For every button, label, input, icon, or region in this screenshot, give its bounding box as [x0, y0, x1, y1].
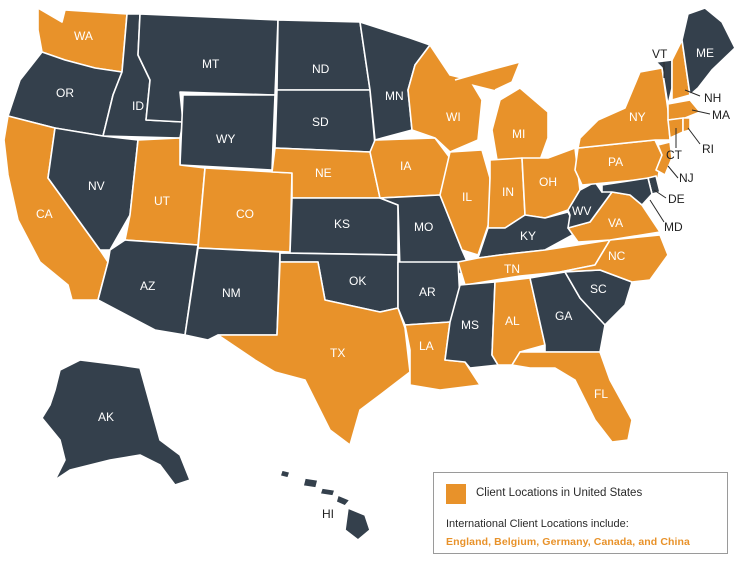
label-WV: WV: [572, 204, 591, 218]
map-legend: Client Locations in United States Intern…: [433, 472, 728, 554]
state-MD: [601, 177, 653, 206]
label-FL: FL: [594, 387, 608, 401]
label-NV: NV: [88, 179, 105, 193]
label-WY: WY: [216, 132, 235, 146]
state-TX: [217, 261, 411, 446]
legend-international-label: International Client Locations include:: [446, 518, 629, 530]
state-HI: [279, 469, 371, 541]
ne-leader-lines: [649, 62, 711, 223]
label-CA: CA: [36, 207, 53, 221]
label-PA: PA: [608, 155, 623, 169]
label-VT: VT: [652, 47, 668, 61]
label-DE: DE: [668, 192, 685, 206]
label-AR: AR: [419, 285, 436, 299]
label-IA: IA: [400, 159, 411, 173]
label-MO: MO: [414, 220, 433, 234]
label-NJ: NJ: [679, 171, 694, 185]
label-NH: NH: [704, 91, 721, 105]
label-OR: OR: [56, 86, 74, 100]
state-FL: [511, 351, 633, 443]
label-WI: WI: [446, 110, 461, 124]
label-MN: MN: [385, 89, 404, 103]
label-AL: AL: [505, 314, 520, 328]
label-NE: NE: [315, 166, 332, 180]
label-TX: TX: [330, 346, 345, 360]
label-OK: OK: [349, 274, 366, 288]
label-SC: SC: [590, 282, 607, 296]
label-KY: KY: [520, 229, 536, 243]
label-OH: OH: [539, 175, 557, 189]
label-UT: UT: [154, 194, 171, 208]
label-RI: RI: [702, 142, 714, 156]
label-WA: WA: [74, 29, 93, 43]
label-NY: NY: [629, 110, 646, 124]
label-LA: LA: [419, 339, 434, 353]
label-CT: CT: [666, 148, 683, 162]
state-WI: [407, 44, 483, 153]
label-CO: CO: [236, 207, 254, 221]
label-ID: ID: [132, 99, 144, 113]
state-NH: [671, 39, 691, 101]
label-KS: KS: [334, 217, 350, 231]
label-AK: AK: [98, 410, 114, 424]
label-MI: MI: [512, 127, 525, 141]
label-ND: ND: [312, 62, 330, 76]
label-GA: GA: [555, 309, 572, 323]
label-MT: MT: [202, 57, 220, 71]
label-NM: NM: [222, 286, 241, 300]
label-IN: IN: [502, 185, 514, 199]
state-ND: [276, 19, 371, 91]
state-labels: WA OR CA ID NV MT WY UT AZ CO NM ND SD N…: [36, 29, 730, 521]
label-AZ: AZ: [140, 279, 155, 293]
label-MS: MS: [461, 318, 479, 332]
state-MA: [667, 99, 701, 121]
state-VT: [655, 59, 673, 106]
label-SD: SD: [312, 115, 329, 129]
label-VA: VA: [608, 216, 623, 230]
state-AK: [41, 359, 191, 486]
state-NC: [559, 234, 669, 283]
legend-international-countries: England, Belgium, Germany, Canada, and C…: [446, 536, 690, 548]
state-MI: [454, 61, 549, 161]
state-NY: [577, 67, 671, 149]
state-NV: [47, 127, 139, 251]
label-HI: HI: [322, 507, 334, 521]
label-MA: MA: [712, 108, 730, 122]
label-ME: ME: [696, 46, 714, 60]
client-swatch: [446, 484, 466, 504]
label-IL: IL: [462, 190, 472, 204]
label-MD: MD: [664, 220, 683, 234]
legend-client-label: Client Locations in United States: [476, 487, 643, 499]
label-NC: NC: [608, 249, 626, 263]
label-TN: TN: [504, 262, 520, 276]
